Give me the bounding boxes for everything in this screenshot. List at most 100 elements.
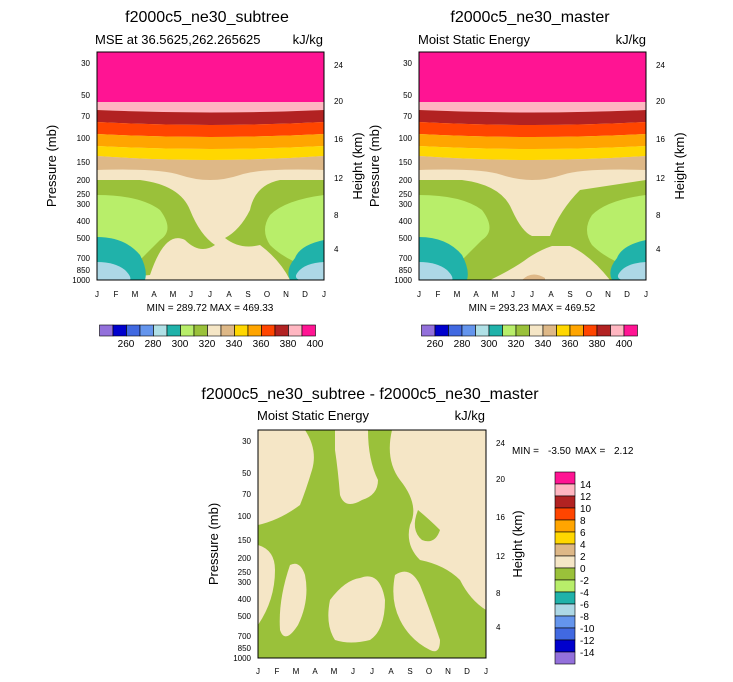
colorbar-swatch	[153, 324, 168, 337]
y-axis-label: Pressure (mb)	[367, 125, 382, 207]
x-tick-label: J	[370, 667, 374, 676]
colorbar-swatch	[434, 324, 449, 337]
colorbar-swatch	[554, 531, 576, 545]
x-tick-label: N	[283, 290, 289, 299]
y-tick-label: 150	[77, 158, 91, 167]
x-tick-label: M	[454, 290, 461, 299]
y-right-tick-label: 12	[496, 552, 505, 561]
y-tick-label: 400	[238, 595, 252, 604]
y-axis: 30 50 70 100 150 200 250 300 400 500 700…	[72, 59, 90, 285]
min-max-stats: MIN = 289.72 MAX = 469.33	[147, 303, 274, 314]
x-tick-label: O	[264, 290, 270, 299]
y-tick-label: 250	[399, 190, 413, 199]
colorbar-label: 400	[616, 339, 633, 350]
colorbar-swatch	[554, 639, 576, 653]
x-tick-label: S	[567, 290, 572, 299]
panel-subtitle-left: MSE at 36.5625,262.265625	[95, 32, 261, 47]
x-tick-label: D	[464, 667, 470, 676]
panel-title: f2000c5_ne30_master	[450, 9, 610, 26]
x-tick-label: A	[388, 667, 394, 676]
colorbar-label: 260	[118, 339, 135, 350]
x-tick-label: J	[351, 667, 355, 676]
colorbar-swatch	[554, 495, 576, 509]
x-tick-label: N	[445, 667, 451, 676]
y-tick-label: 150	[399, 158, 413, 167]
colorbar-swatch	[461, 324, 476, 337]
colorbar-label: 4	[580, 540, 586, 551]
colorbar-swatch	[554, 651, 576, 665]
colorbar-swatch	[112, 324, 127, 337]
y-right-tick-label: 8	[496, 589, 501, 598]
y-tick-label: 70	[242, 490, 251, 499]
y-axis-label: Pressure (mb)	[206, 503, 221, 585]
x-tick-label: O	[426, 667, 432, 676]
y-right-tick-label: 4	[656, 245, 661, 254]
colorbar-label: 380	[280, 339, 297, 350]
y-tick-label: 150	[238, 536, 252, 545]
x-tick-label: M	[293, 667, 300, 676]
x-tick-label: J	[484, 667, 488, 676]
colorbar-label: -2	[580, 576, 589, 587]
colorbar-label: 8	[580, 516, 586, 527]
colorbar-swatch	[569, 324, 584, 337]
y-axis-right-label: Height (km)	[510, 510, 525, 577]
colorbar-label: 360	[253, 339, 270, 350]
stats-min-label: MIN =	[512, 446, 539, 457]
colorbar-swatch	[515, 324, 530, 337]
colorbar-swatch	[207, 324, 222, 337]
colorbar-swatch	[554, 591, 576, 605]
x-tick-label: M	[331, 667, 338, 676]
colorbar-label: -8	[580, 612, 589, 623]
colorbar-swatch	[554, 483, 576, 497]
panel-subtitle-right: kJ/kg	[455, 408, 485, 423]
y-right-tick-label: 24	[496, 439, 505, 448]
colorbar-labels: 260 280 300 320 340 360 380 400	[118, 339, 324, 350]
y-tick-label: 100	[399, 134, 413, 143]
x-tick-label: D	[302, 290, 308, 299]
colorbar-swatch	[193, 324, 208, 337]
y-axis-right: 24 20 16 12 8 4	[496, 439, 505, 632]
colorbar-labels: 14 12 10 8 6 4 2 0 -2 -4 -6 -8 -10 -12 -…	[580, 480, 595, 659]
colorbar-label: 280	[145, 339, 162, 350]
y-tick-label: 1000	[72, 276, 90, 285]
panel-title: f2000c5_ne30_subtree - f2000c5_ne30_mast…	[201, 386, 539, 403]
colorbar-swatch	[554, 627, 576, 641]
colorbar-label: 6	[580, 528, 586, 539]
y-tick-label: 200	[399, 176, 413, 185]
panel-subtitle-right: kJ/kg	[616, 32, 646, 47]
y-tick-label: 400	[77, 217, 91, 226]
colorbar-swatch	[554, 579, 576, 593]
y-tick-label: 70	[403, 112, 412, 121]
y-axis-label: Pressure (mb)	[44, 125, 59, 207]
x-tick-label: J	[530, 290, 534, 299]
y-tick-label: 100	[238, 512, 252, 521]
colorbar-swatch	[554, 615, 576, 629]
y-tick-label: 200	[238, 554, 252, 563]
x-axis: J F M A M J J A S O N D J	[256, 667, 488, 676]
colorbar-swatch	[554, 471, 576, 485]
x-tick-label: J	[322, 290, 326, 299]
x-tick-label: A	[548, 290, 554, 299]
colorbar-label: 360	[562, 339, 579, 350]
y-right-tick-label: 8	[334, 211, 339, 220]
panel-subtitle-right: kJ/kg	[293, 32, 323, 47]
y-tick-label: 500	[77, 234, 91, 243]
min-max-stats: MIN = 293.23 MAX = 469.52	[469, 303, 596, 314]
colorbar-swatch	[596, 324, 611, 337]
colorbar-swatch	[448, 324, 463, 337]
y-right-tick-label: 12	[334, 174, 343, 183]
y-axis: 30 50 70 100 150 200 250 300 400 500 700…	[394, 59, 412, 285]
x-tick-label: J	[511, 290, 515, 299]
colorbar-swatch	[554, 555, 576, 569]
x-tick-label: A	[312, 667, 318, 676]
min-max-stats: MIN = -3.50 MAX = 2.12	[512, 446, 634, 457]
colorbar-swatch	[180, 324, 195, 337]
colorbar-label: 300	[172, 339, 189, 350]
x-tick-label: F	[275, 667, 280, 676]
colorbar-label: 340	[226, 339, 243, 350]
y-right-tick-label: 16	[496, 513, 505, 522]
y-tick-label: 50	[81, 91, 90, 100]
y-tick-label: 500	[399, 234, 413, 243]
x-tick-label: J	[208, 290, 212, 299]
